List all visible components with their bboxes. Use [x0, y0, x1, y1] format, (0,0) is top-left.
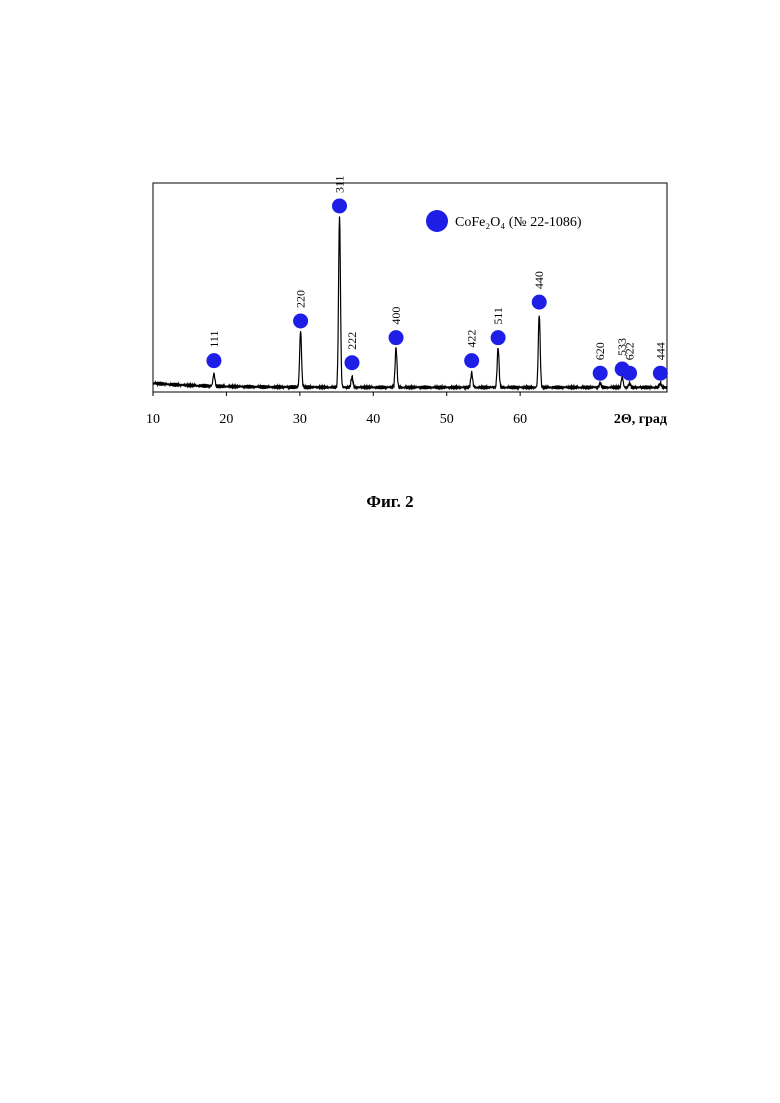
x-tick-label: 60	[513, 412, 527, 427]
x-tick-label: 20	[219, 412, 233, 427]
peak-marker	[622, 366, 637, 381]
peak-hkl-label: 111	[207, 331, 221, 348]
peak-hkl-label: 222	[345, 332, 359, 350]
peak-marker	[653, 366, 668, 381]
peak-marker	[332, 198, 347, 213]
xrd-chart: 10 20 30 40 50 60 111 220 311 222 400 422 511 440 620…	[0, 0, 780, 480]
x-tick-label: 40	[366, 412, 380, 427]
diffraction-pattern	[153, 216, 667, 389]
peak-marker	[293, 313, 308, 328]
legend-marker	[426, 210, 448, 232]
peak-hkl-label: 444	[653, 342, 667, 360]
peak-marker	[491, 330, 506, 345]
figure-caption: Фиг. 2	[0, 492, 780, 512]
peak-hkl-label: 311	[333, 175, 347, 193]
peak-hkl-label: 511	[491, 307, 505, 325]
peak-marker	[206, 353, 221, 368]
legend-label: CoFe₂O₄ (№ 22-1086)	[455, 215, 582, 230]
peak-hkl-label: 422	[465, 330, 479, 348]
x-tick-label: 30	[293, 412, 307, 427]
peak-hkl-label: 400	[389, 307, 403, 325]
peak-marker	[389, 330, 404, 345]
peak-hkl-label: 440	[532, 271, 546, 289]
x-tick-label: 10	[146, 412, 160, 427]
peak-marker	[532, 295, 547, 310]
peak-marker	[344, 355, 359, 370]
peak-hkl-label: 622	[623, 342, 637, 360]
peak-hkl-label: 620	[593, 342, 607, 360]
x-axis-label: 2Θ, град	[614, 412, 667, 427]
peak-marker	[464, 353, 479, 368]
x-tick-label: 50	[440, 412, 454, 427]
plot-frame	[153, 183, 667, 392]
peak-marker	[593, 366, 608, 381]
peak-hkl-label: 220	[294, 290, 308, 308]
